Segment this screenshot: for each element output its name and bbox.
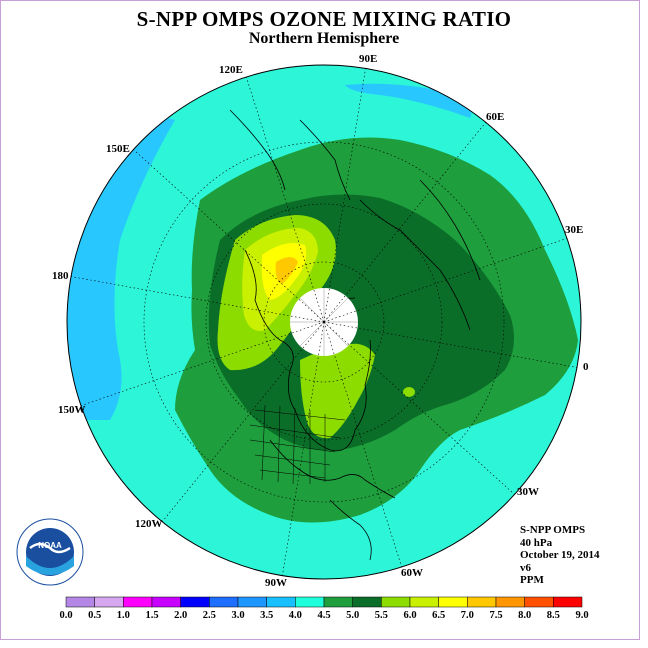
info-version: v6	[520, 561, 531, 574]
lon-label-150w: 150W	[58, 404, 86, 416]
colorbar-swatch	[295, 596, 325, 608]
lon-label-60e: 60E	[486, 111, 504, 123]
lon-label-150e: 150E	[106, 143, 130, 155]
colorbar-tick-label: 7.0	[461, 610, 474, 621]
colorbar-tick-label: 9.0	[575, 610, 588, 621]
colorbar-tick-label: 3.0	[231, 610, 244, 621]
ozone-level-5-5-patch	[403, 387, 415, 397]
noaa-logo-text: NOAA	[38, 541, 62, 550]
colorbar-tick-label: 1.5	[145, 610, 158, 621]
colorbar-tick-label: 5.0	[346, 610, 359, 621]
colorbar-swatch	[94, 596, 124, 608]
graticule	[67, 65, 581, 579]
colorbar-tick-label: 4.5	[317, 610, 330, 621]
info-instrument: S-NPP OMPS	[520, 524, 586, 536]
lon-label-120e: 120E	[219, 64, 243, 76]
lon-label-30w: 30W	[517, 486, 539, 498]
lon-label-90w: 90W	[265, 577, 287, 589]
chart-subtitle: Northern Hemisphere	[248, 30, 400, 47]
colorbar-swatch	[180, 596, 210, 608]
colorbar-swatch	[409, 596, 439, 608]
lon-label-0: 0	[583, 361, 589, 373]
lon-label-30e: 30E	[565, 224, 583, 236]
colorbar-tick-label: 0.5	[88, 610, 101, 621]
ozone-field	[67, 65, 581, 579]
state-borders	[249, 404, 346, 485]
info-date: October 19, 2014	[520, 549, 600, 561]
colorbar-swatch	[381, 596, 411, 608]
colorbar-tick-label: 8.0	[518, 610, 531, 621]
colorbar-tick-label: 8.5	[547, 610, 560, 621]
colorbar-tick-label: 4.0	[289, 610, 302, 621]
noaa-logo: NOAA	[16, 518, 84, 586]
colorbar-labels: 0.0 0.5 1.0 1.5 2.0 2.5 3.0 3.5 4.0 4.5 5.0 5.5 6.0 6…	[59, 610, 588, 621]
map-boundary	[66, 64, 582, 580]
colorbar-swatch	[151, 596, 181, 608]
ozone-level-7-0	[275, 257, 298, 284]
chart-title: S-NPP OMPS OZONE MIXING RATIO	[136, 7, 512, 31]
colorbar-tick-label: 2.0	[174, 610, 187, 621]
ozone-level-5-5-canada	[300, 343, 375, 439]
colorbar-tick-label: 1.0	[117, 610, 130, 621]
colorbar-swatch	[524, 596, 554, 608]
colorbar-tick-label: 2.5	[203, 610, 216, 621]
lon-label-120w: 120W	[135, 518, 163, 530]
colorbar-tick-label: 6.5	[432, 610, 445, 621]
colorbar-tick-label: 3.5	[260, 610, 273, 621]
lon-label-90e: 90E	[359, 53, 377, 65]
figure-frame	[0, 0, 640, 640]
info-level: 40 hPa	[520, 536, 553, 549]
colorbar	[65, 596, 583, 608]
colorbar-swatch	[323, 596, 353, 608]
colorbar-swatch	[553, 596, 583, 608]
colorbar-swatch	[266, 596, 296, 608]
colorbar-tick-label: 6.0	[403, 610, 416, 621]
colorbar-swatch	[123, 596, 153, 608]
info-units: PPM	[520, 574, 544, 586]
colorbar-tick-label: 0.0	[59, 610, 72, 621]
info-block: S-NPP OMPS 40 hPa October 19, 2014 v6 PP…	[520, 524, 600, 587]
lon-label-180: 180	[52, 270, 69, 282]
colorbar-swatch	[495, 596, 525, 608]
colorbar-swatch	[438, 596, 468, 608]
colorbar-swatch	[467, 596, 497, 608]
colorbar-swatch	[209, 596, 239, 608]
colorbar-swatch	[352, 596, 382, 608]
colorbar-swatch	[237, 596, 267, 608]
lon-label-60w: 60W	[401, 567, 423, 579]
colorbar-tick-label: 7.5	[489, 610, 502, 621]
colorbar-swatch	[65, 596, 95, 608]
colorbar-tick-label: 5.5	[375, 610, 388, 621]
